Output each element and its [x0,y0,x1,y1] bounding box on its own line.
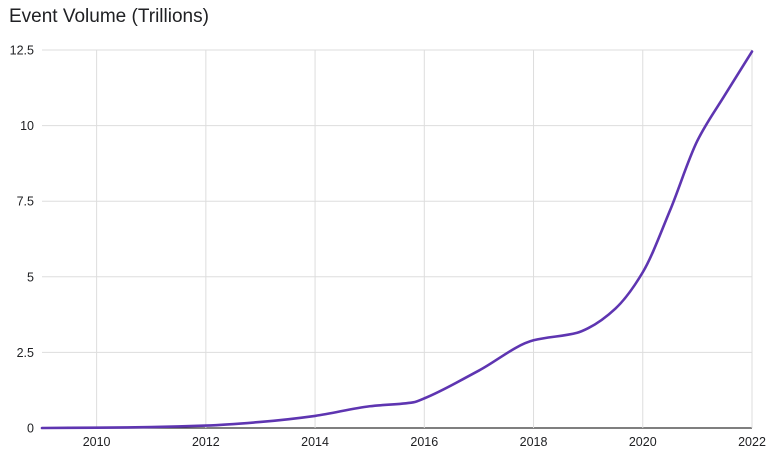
x-axis-tick-labels: 2010 2012 2014 2016 2018 2020 2022 [83,435,766,449]
grid-lines [42,49,753,429]
series-lines [40,50,754,430]
x-tick-label: 2020 [629,435,657,449]
x-tick-label: 2016 [410,435,438,449]
x-tick-label: 2022 [738,435,766,449]
y-tick-label: 7.5 [17,195,34,209]
y-tick-label: 12.5 [10,44,34,58]
y-axis-tick-labels: 0 2.5 5 7.5 10 12.5 [10,44,34,436]
series-line-0 [40,50,754,430]
y-tick-label: 10 [20,119,34,133]
y-tick-label: 5 [27,270,34,284]
y-tick-label: 2.5 [17,346,34,360]
x-tick-label: 2018 [520,435,548,449]
y-tick-label: 0 [27,422,34,436]
x-tick-label: 2010 [83,435,111,449]
chart-title: Event Volume (Trillions) [9,6,209,27]
x-tick-label: 2012 [192,435,220,449]
x-tick-label: 2014 [301,435,329,449]
